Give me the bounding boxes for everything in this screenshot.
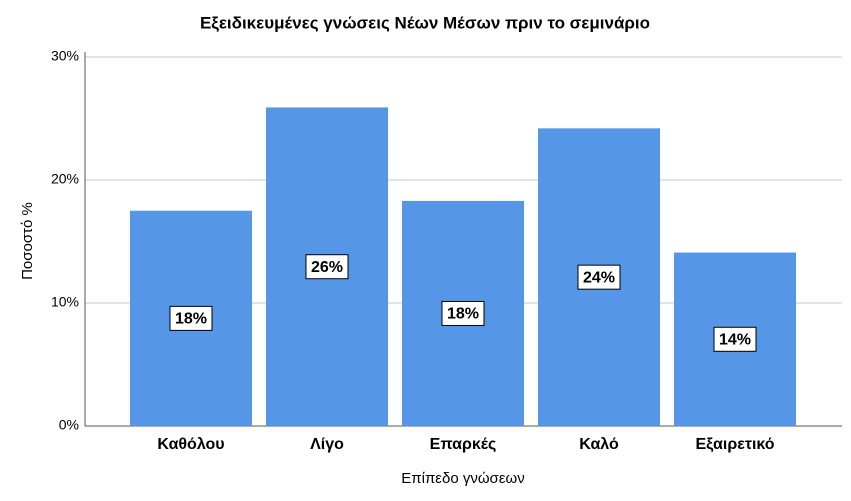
y-tick-label: 20%	[51, 171, 79, 187]
value-label-box	[713, 326, 757, 352]
value-label: 18%	[447, 306, 479, 323]
value-label-box	[577, 264, 621, 290]
value-label: 26%	[311, 259, 343, 276]
x-axis-label: Επίπεδο γνώσεων	[401, 470, 524, 487]
y-tick-label: 0%	[59, 417, 79, 433]
x-tick-label: Καθόλου	[157, 436, 224, 453]
x-tick-label: Λίγο	[310, 436, 344, 453]
y-axis-label: Ποσοστό %	[19, 202, 36, 280]
value-label: 14%	[719, 332, 751, 349]
x-tick-label: Εξαιρετικό	[695, 436, 774, 453]
value-label: 24%	[583, 269, 615, 286]
y-tick-label: 30%	[51, 48, 79, 64]
value-label-box	[441, 300, 485, 326]
x-tick-label: Καλό	[579, 436, 619, 453]
x-tick-label: Επαρκές	[430, 436, 497, 453]
value-label-box	[169, 305, 213, 331]
value-label-box	[305, 254, 349, 280]
y-tick-label: 10%	[51, 294, 79, 310]
value-label: 18%	[175, 311, 207, 328]
chart-title: Εξειδικευμένες γνώσεις Νέων Μέσων πριν τ…	[200, 13, 650, 32]
